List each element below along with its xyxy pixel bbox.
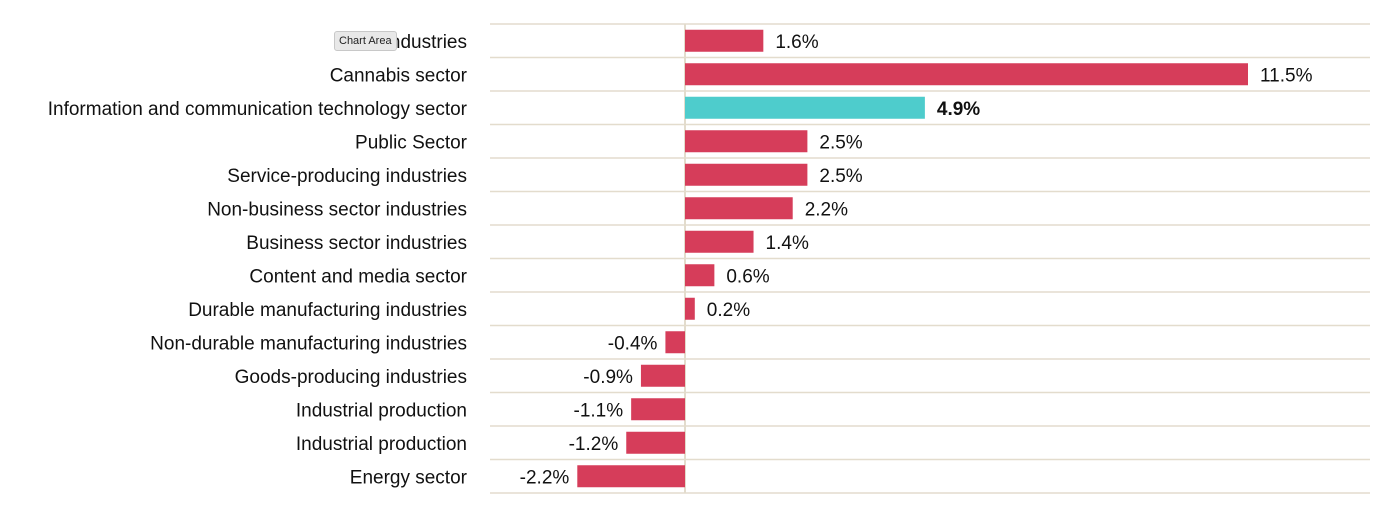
category-label: Information and communication technology… [48, 99, 468, 120]
bar [626, 431, 685, 454]
category-label: Energy sector [350, 467, 468, 488]
category-label: Public Sector [355, 132, 468, 153]
category-label: Non-business sector industries [207, 199, 467, 220]
value-label: 0.2% [707, 300, 750, 321]
category-label: Non-durable manufacturing industries [150, 333, 467, 354]
value-label: 4.9% [937, 99, 980, 120]
value-label: 0.6% [726, 266, 769, 287]
value-label: 1.4% [766, 233, 809, 254]
value-label: -2.2% [520, 467, 570, 488]
bar [685, 197, 793, 220]
bar [685, 130, 808, 153]
bar [685, 63, 1248, 86]
bar [685, 230, 754, 253]
bar [685, 29, 764, 52]
bar [577, 465, 685, 488]
chart-area-tooltip: Chart Area [334, 31, 397, 51]
value-label: -0.9% [583, 367, 633, 388]
value-label: 1.6% [775, 32, 818, 53]
category-label: Service-producing industries [227, 166, 467, 187]
value-label: -1.2% [569, 434, 619, 455]
value-label: 11.5% [1260, 65, 1313, 86]
category-label: Cannabis sector [330, 65, 468, 86]
bar [640, 364, 685, 387]
bar [685, 264, 715, 287]
category-label: Goods-producing industries [235, 367, 467, 388]
value-label: -1.1% [574, 400, 624, 421]
bar [631, 398, 685, 421]
value-label: 2.5% [819, 132, 862, 153]
category-label: Industrial production [296, 434, 467, 455]
bar [685, 96, 925, 119]
category-label: Durable manufacturing industries [188, 300, 467, 321]
category-label: Business sector industries [246, 233, 467, 254]
value-label: 2.5% [819, 166, 862, 187]
bar [665, 331, 685, 354]
bar [685, 163, 808, 186]
category-label: Content and media sector [249, 266, 467, 287]
value-label: 2.2% [805, 199, 848, 220]
value-label: -0.4% [608, 333, 658, 354]
category-label: Industrial production [296, 400, 467, 421]
bar [685, 297, 695, 320]
